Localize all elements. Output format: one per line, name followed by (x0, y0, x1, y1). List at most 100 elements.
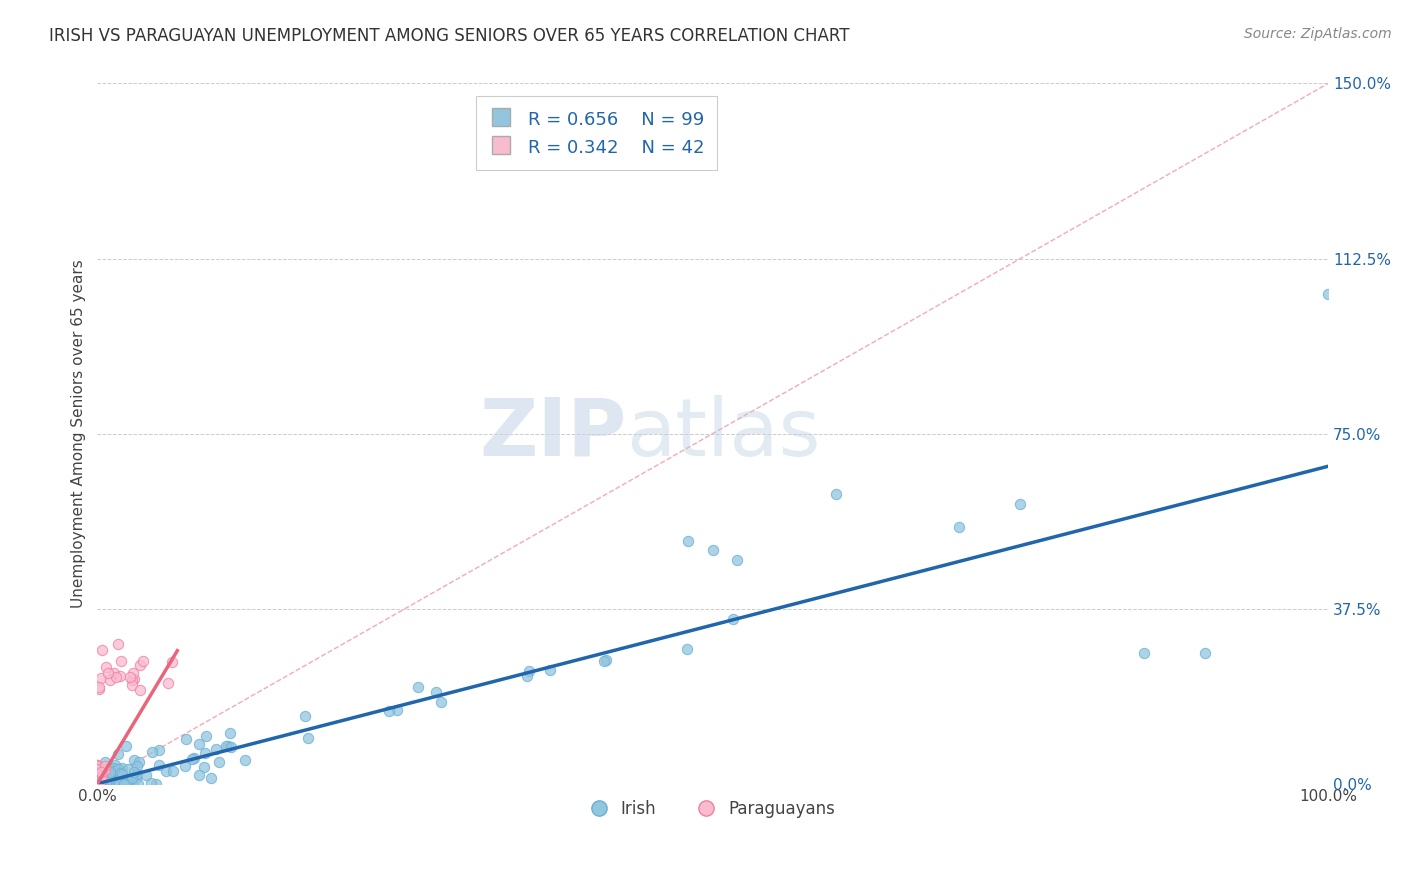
Point (297, 731, 319, 745)
Point (194, 729, 217, 743)
Point (233, 753, 256, 767)
Point (86, 762, 108, 776)
Point (155, 764, 177, 778)
Point (408, 680, 430, 694)
Point (115, 739, 138, 754)
Point (948, 520, 970, 534)
Point (135, 767, 157, 781)
Point (97, 777, 120, 791)
Point (90, 773, 112, 788)
Point (676, 533, 699, 548)
Point (110, 766, 132, 780)
Text: IRISH VS PARAGUAYAN UNEMPLOYMENT AMONG SENIORS OVER 65 YEARS CORRELATION CHART: IRISH VS PARAGUAYAN UNEMPLOYMENT AMONG S… (49, 27, 849, 45)
Point (112, 777, 135, 791)
Point (98, 673, 121, 687)
Point (104, 670, 127, 684)
Point (86, 765, 108, 780)
Point (121, 673, 143, 688)
Point (125, 758, 148, 772)
Point (90, 764, 112, 779)
Point (94, 758, 117, 772)
Point (1010, 497, 1032, 511)
Point (103, 761, 125, 775)
Point (94, 777, 117, 791)
Point (98, 772, 121, 787)
Point (174, 731, 197, 746)
Point (86, 770, 108, 784)
Point (141, 745, 163, 759)
Point (725, 552, 748, 566)
Point (120, 670, 142, 684)
Point (86, 772, 108, 787)
Point (86, 768, 108, 782)
Point (97, 771, 120, 785)
Point (200, 771, 222, 785)
Point (86, 770, 108, 784)
Point (94, 756, 117, 770)
Point (208, 756, 231, 770)
Point (94, 660, 117, 674)
Point (96, 777, 118, 791)
Point (89, 682, 111, 697)
Point (425, 685, 447, 699)
Point (117, 762, 139, 776)
Point (86, 766, 108, 780)
Point (98, 773, 121, 788)
Text: Source: ZipAtlas.com: Source: ZipAtlas.com (1244, 27, 1392, 41)
Point (103, 777, 125, 791)
Point (91, 777, 114, 791)
Point (675, 642, 697, 657)
Point (538, 663, 561, 677)
Point (824, 487, 846, 501)
Point (430, 695, 453, 709)
Point (86, 767, 108, 781)
Point (98, 764, 121, 779)
Point (110, 654, 132, 668)
Legend: Irish, Paraguayans: Irish, Paraguayans (583, 793, 842, 824)
Point (89, 671, 111, 685)
Point (127, 777, 149, 791)
Point (86, 758, 108, 772)
Point (183, 751, 205, 765)
Point (86, 775, 108, 789)
Point (117, 777, 139, 791)
Point (702, 543, 724, 558)
Point (148, 742, 170, 756)
Point (91, 643, 114, 657)
Point (122, 673, 145, 687)
Point (162, 764, 184, 779)
Point (93, 777, 115, 791)
Point (115, 776, 138, 790)
Point (193, 760, 215, 774)
Point (101, 777, 124, 791)
Point (111, 761, 134, 775)
Point (1317, 286, 1340, 301)
Point (121, 771, 143, 785)
Point (107, 765, 129, 780)
Point (110, 767, 132, 781)
Point (217, 739, 239, 753)
Point (86, 758, 108, 772)
Point (103, 665, 125, 680)
Point (160, 656, 183, 670)
Point (108, 669, 131, 683)
Point (595, 653, 617, 667)
Point (89, 763, 111, 777)
Point (122, 777, 145, 791)
Point (89, 680, 111, 694)
Point (194, 747, 217, 761)
Point (128, 755, 150, 769)
Point (117, 772, 139, 787)
Point (86, 777, 108, 791)
Point (86, 758, 108, 772)
Point (148, 757, 170, 772)
Point (128, 658, 150, 673)
Point (107, 777, 129, 791)
Point (97, 769, 120, 783)
Point (173, 759, 195, 773)
Point (181, 751, 204, 765)
Point (98, 760, 121, 774)
Point (101, 771, 124, 785)
Point (114, 777, 136, 791)
Point (188, 768, 211, 782)
